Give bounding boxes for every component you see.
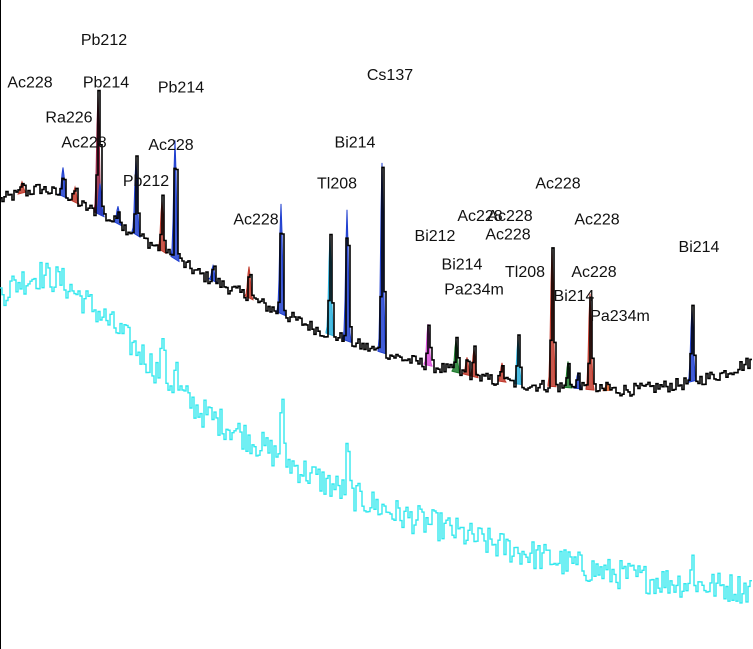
peak-label-ac228: Ac228 [7, 74, 52, 91]
peak-bi214-fill [276, 203, 286, 317]
peak-label-ac228: Ac228 [574, 212, 619, 229]
peak-pb214-fill [170, 140, 180, 263]
peak-label-bi212: Bi212 [415, 228, 456, 245]
series-layer [0, 89, 752, 604]
peak-label-pa234m: Pa234m [590, 308, 650, 325]
measured-spectrum-line [0, 89, 752, 397]
peak-ac228-fill [244, 266, 254, 301]
peak-label-ac228: Ac228 [233, 212, 278, 229]
peak-label-ac228: Ac228 [571, 264, 616, 281]
peak-label-ac228: Ac228 [535, 176, 580, 193]
peak-label-tl208: Tl208 [505, 264, 545, 281]
peak-label-pb214: Pb214 [158, 79, 204, 96]
background-spectrum-line [0, 261, 752, 604]
peak-label-bi214: Bi214 [679, 239, 720, 256]
peak-label-pb212: Pb212 [81, 32, 127, 49]
peak-label-tl208: Tl208 [317, 176, 357, 193]
peak-bi214-fill [342, 209, 352, 344]
peak-label-ac228: Ac228 [485, 227, 530, 244]
peak-label-bi214: Bi214 [442, 257, 483, 274]
peak-label-pb212: Pb212 [123, 173, 169, 190]
peak-label-bi214: Bi214 [554, 288, 595, 305]
peak-label-ac228: Ac228 [457, 208, 502, 225]
peak-label-pb214: Pb214 [83, 74, 129, 91]
peak-label-ra226: Ra226 [45, 109, 92, 126]
peak-label-ac228: Ac228 [61, 134, 106, 151]
peak-label-ac228: Ac228 [487, 208, 532, 225]
peak-label-cs137: Cs137 [367, 67, 413, 84]
peak-label-ac228: Ac228 [148, 137, 193, 154]
peak-label-pa234m: Pa234m [444, 282, 504, 299]
peak-label-bi214: Bi214 [335, 134, 376, 151]
